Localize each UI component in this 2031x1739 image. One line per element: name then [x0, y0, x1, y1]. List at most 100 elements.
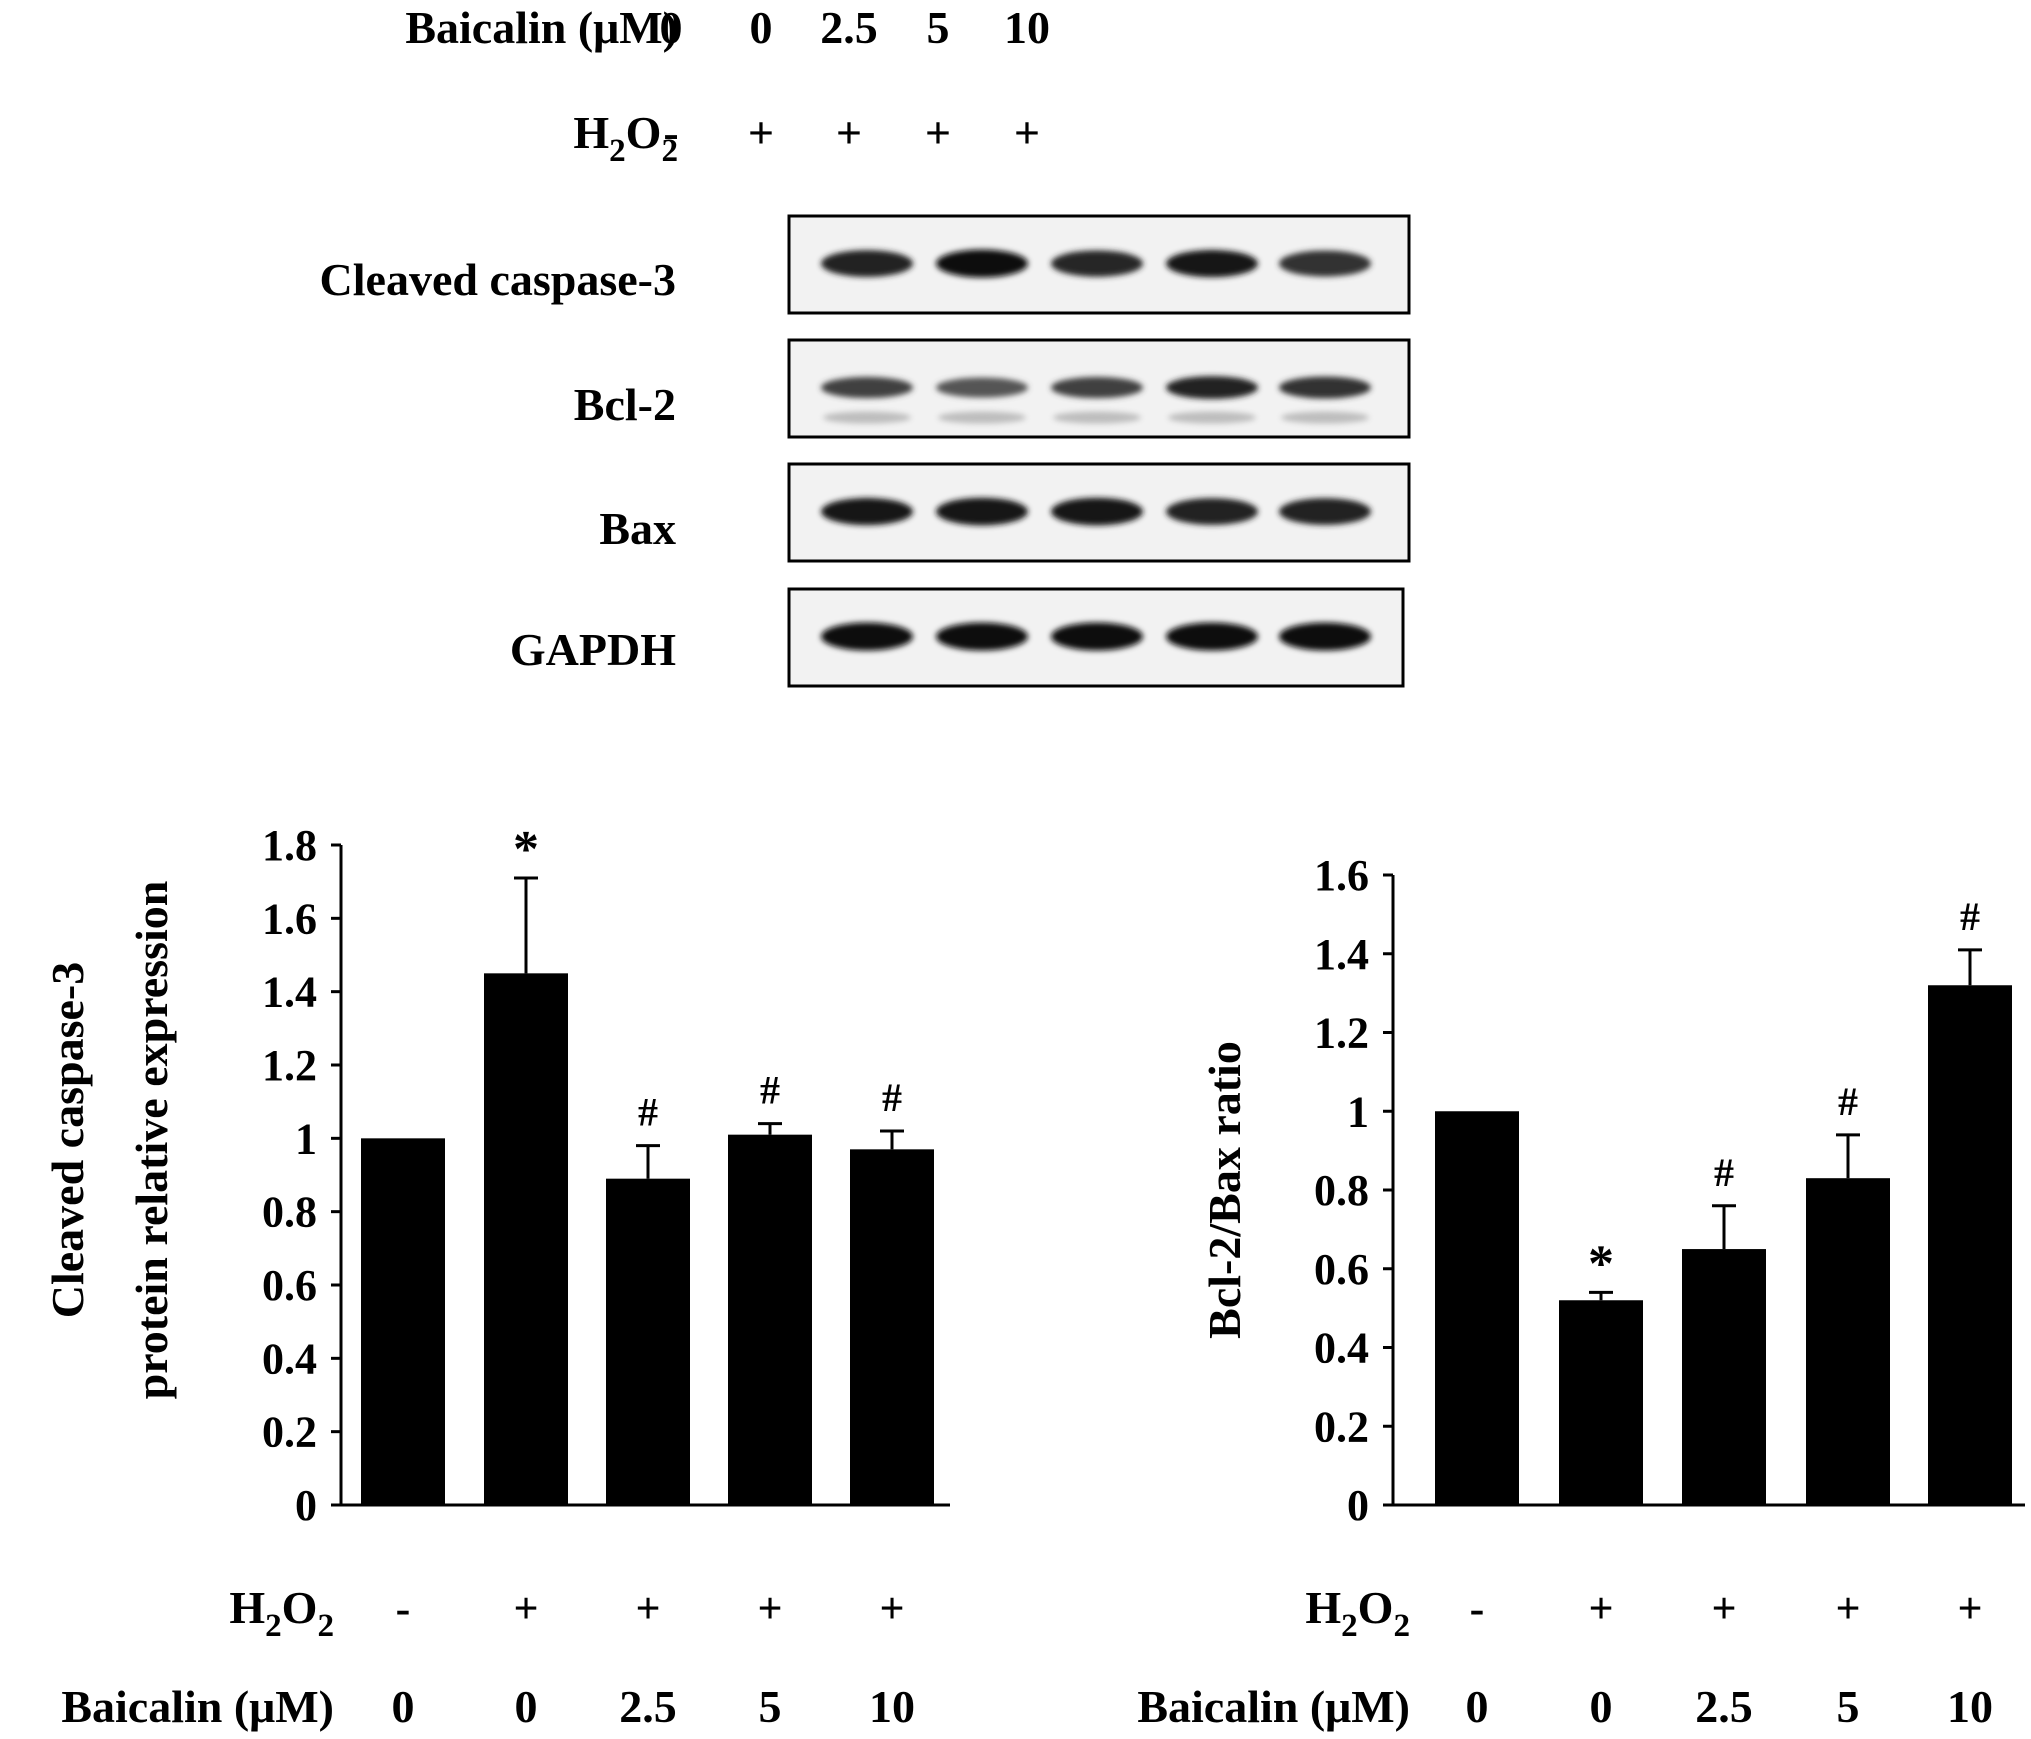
header-h2o2-value: +	[836, 107, 862, 158]
blot-label: Bcl-2	[574, 379, 676, 430]
header-h2o2-value: +	[1014, 107, 1040, 158]
x-h2o2-label: H2O2	[229, 1582, 334, 1644]
significance-marker: #	[1960, 894, 1980, 939]
header-h2o2-value: -	[663, 107, 678, 158]
y-tick-label: 1.8	[262, 821, 317, 870]
blot-band	[1051, 497, 1143, 526]
significance-marker: #	[1838, 1079, 1858, 1124]
blot-band	[1166, 249, 1258, 278]
blot-band	[821, 497, 913, 526]
x-h2o2-value: +	[879, 1584, 904, 1633]
chart-cleaved-caspase3: 0 0.2 0.4 0.6 0.8 1 1.2 1.4 1.6 1.8 Cleaved caspas…	[42, 821, 950, 1732]
chart-bcl2-bax-ratio: 0 0.2 0.4 0.6 0.8 1 1.2 1.4 1.6 Bcl-2/Bax ratio * #…	[1137, 851, 2025, 1732]
y-axis-label: Bcl-2/Bax ratio	[1199, 1041, 1250, 1339]
blot-band	[821, 376, 913, 399]
x-baicalin-value: 10	[1947, 1681, 1993, 1732]
blot-band	[1166, 622, 1258, 651]
blot-band-faint	[1281, 411, 1369, 424]
x-baicalin-label: Baicalin (μM)	[1137, 1681, 1410, 1732]
y-tick-label: 1.2	[1314, 1009, 1369, 1058]
x-h2o2-value: +	[1957, 1584, 1982, 1633]
western-blot: Cleaved caspase-3 Bcl-2 Bax GAPDH	[320, 214, 1411, 688]
x-h2o2-value: -	[396, 1584, 411, 1633]
y-tick-label: 0.8	[262, 1188, 317, 1237]
y-tick-label: 1.4	[1314, 930, 1369, 979]
y-tick-label: 1.6	[1314, 851, 1369, 900]
bar	[484, 973, 568, 1505]
y-tick-label: 1.4	[262, 968, 317, 1017]
y-tick-label: 0.4	[1314, 1324, 1369, 1373]
header-baicalin-value: 10	[1004, 2, 1050, 53]
bar	[361, 1138, 445, 1505]
x-baicalin-value: 2.5	[619, 1681, 677, 1732]
significance-marker: *	[1588, 1235, 1614, 1292]
x-h2o2-value: +	[1588, 1584, 1613, 1633]
significance-marker: #	[638, 1090, 658, 1135]
header-baicalin-label: Baicalin (μM)	[405, 2, 678, 53]
x-baicalin-value: 0	[1466, 1681, 1489, 1732]
bar	[1928, 985, 2012, 1505]
significance-marker: #	[882, 1075, 902, 1120]
blot-band	[936, 377, 1028, 398]
blot-band	[1279, 250, 1371, 277]
x-baicalin-value: 0	[392, 1681, 415, 1732]
header-h2o2-value: +	[748, 107, 774, 158]
blot-band-faint	[823, 411, 911, 424]
x-h2o2-value: +	[1835, 1584, 1860, 1633]
x-h2o2-value: +	[757, 1584, 782, 1633]
x-h2o2-value: +	[635, 1584, 660, 1633]
y-axis-label: protein relative expression	[126, 881, 177, 1400]
significance-marker: #	[1714, 1150, 1734, 1195]
blot-band	[821, 250, 913, 277]
header-h2o2-label: H2O2	[573, 107, 678, 169]
blot-band	[1279, 622, 1371, 651]
blot-band	[1279, 498, 1371, 525]
blot-band	[1166, 376, 1258, 399]
y-tick-label: 0.8	[1314, 1166, 1369, 1215]
y-tick-label: 0	[1347, 1481, 1369, 1530]
blot-label: GAPDH	[510, 624, 676, 675]
y-tick-label: 1	[295, 1114, 317, 1163]
blot-band	[1166, 498, 1258, 525]
blot-band	[1279, 376, 1371, 399]
x-h2o2-value: +	[513, 1584, 538, 1633]
x-baicalin-value: 5	[1837, 1681, 1860, 1732]
blot-band	[936, 622, 1028, 651]
bar	[728, 1134, 812, 1505]
y-tick-label: 0.4	[262, 1334, 317, 1383]
bar	[1806, 1178, 1890, 1505]
header-baicalin-value: 5	[927, 2, 950, 53]
header-h2o2-value: +	[925, 107, 951, 158]
blot-band-faint	[938, 411, 1026, 424]
x-baicalin-value: 5	[759, 1681, 782, 1732]
x-baicalin-label: Baicalin (μM)	[61, 1681, 334, 1732]
y-tick-label: 0.6	[262, 1261, 317, 1310]
x-baicalin-value: 0	[1590, 1681, 1613, 1732]
x-h2o2-label: H2O2	[1305, 1582, 1410, 1644]
header-baicalin-value: 0	[750, 2, 773, 53]
bar	[1435, 1111, 1519, 1505]
y-tick-label: 0.2	[1314, 1402, 1369, 1451]
blot-band	[821, 622, 913, 651]
blot-label: Bax	[599, 503, 676, 554]
blot-band-faint	[1168, 411, 1256, 424]
blot-band-faint	[1053, 411, 1141, 424]
blot-band	[1051, 622, 1143, 651]
bar	[1682, 1249, 1766, 1505]
y-tick-label: 0.2	[262, 1408, 317, 1457]
header-baicalin-value: 0	[660, 2, 683, 53]
x-baicalin-value: 0	[515, 1681, 538, 1732]
header-baicalin-value: 2.5	[820, 2, 878, 53]
significance-marker: *	[513, 821, 539, 878]
y-tick-label: 0.6	[1314, 1245, 1369, 1294]
y-tick-label: 0	[295, 1481, 317, 1530]
blot-label: Cleaved caspase-3	[320, 254, 676, 305]
y-tick-label: 1	[1347, 1087, 1369, 1136]
y-tick-label: 1.6	[262, 894, 317, 943]
bar	[1559, 1300, 1643, 1505]
blot-band	[936, 497, 1028, 526]
x-h2o2-value: +	[1711, 1584, 1736, 1633]
blot-band	[936, 249, 1028, 278]
